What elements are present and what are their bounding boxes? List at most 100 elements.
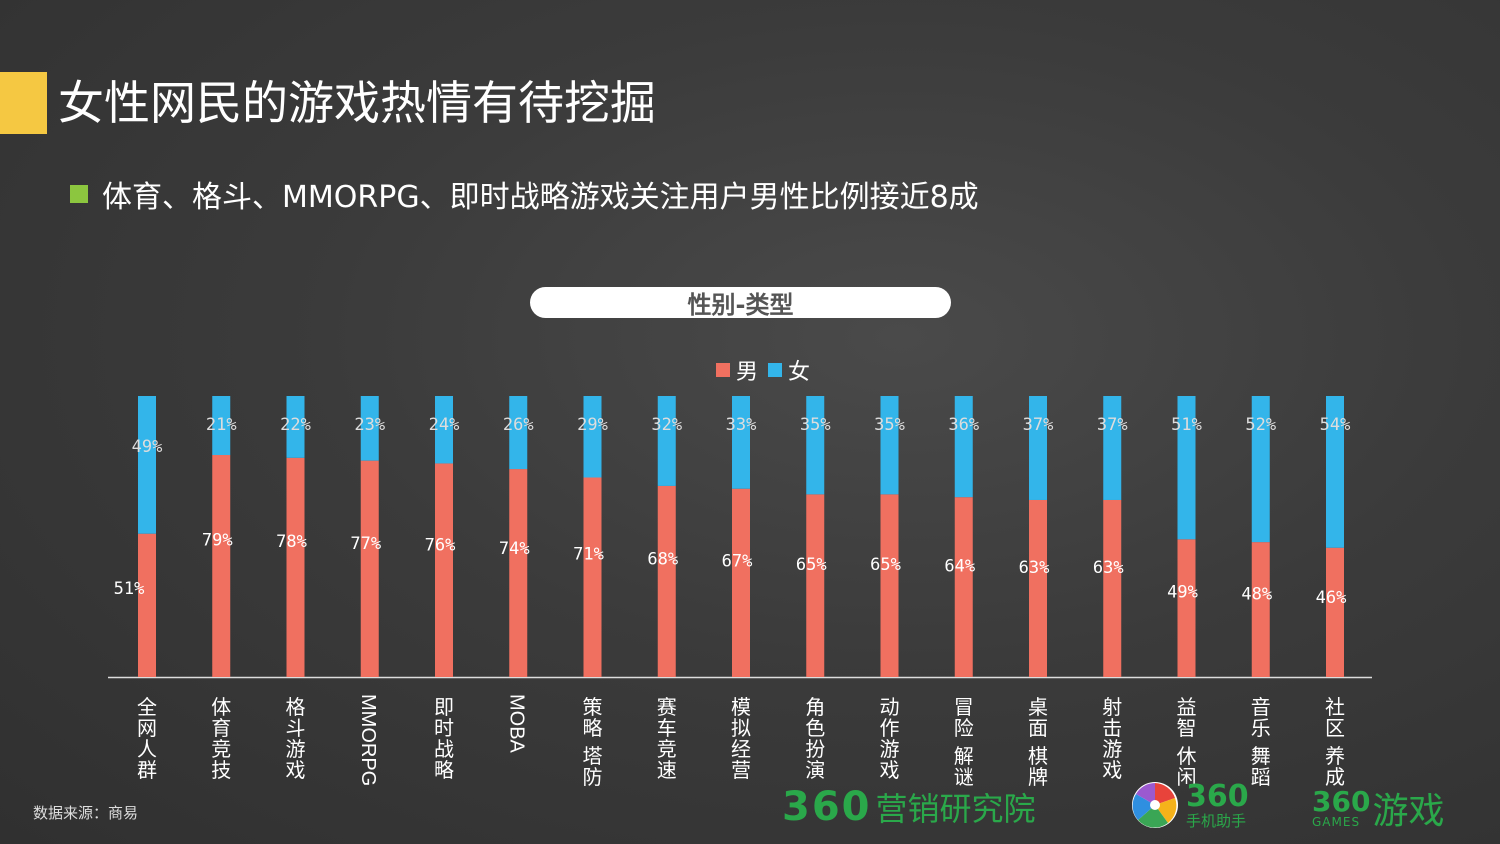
legend-swatch-male: [716, 363, 730, 377]
bar-female: [1177, 396, 1196, 540]
data-label-female: 29%: [577, 415, 608, 435]
logo-games-sub: GAMES: [1312, 815, 1361, 829]
data-label-female: 52%: [1245, 415, 1276, 435]
bullet-square-icon: [70, 185, 88, 203]
bar-male: [360, 460, 379, 677]
bar-female: [657, 396, 676, 486]
category-label: 策略塔防: [583, 695, 603, 789]
legend-swatch-female: [768, 363, 783, 377]
bar-female: [1029, 396, 1047, 500]
data-label-female: 36%: [948, 415, 979, 435]
chart-title-pill: 性别-类型: [530, 287, 951, 319]
logo-games-text: 游戏: [1372, 791, 1445, 832]
category-label: 格斗游戏: [286, 695, 306, 782]
legend-item-male: 男: [716, 354, 758, 386]
category-label: 全网人群: [137, 695, 157, 782]
data-label-female: 37%: [1097, 415, 1128, 435]
bar-female: [880, 396, 899, 495]
category-label: 益智休闲: [1177, 695, 1197, 789]
bar-female: [583, 396, 602, 478]
bar-male: [138, 533, 156, 677]
data-label-male: 51%: [114, 579, 145, 599]
data-label-female: 24%: [429, 415, 460, 435]
bar-female: [1326, 396, 1344, 548]
data-label-female: 21%: [206, 415, 237, 435]
page-title: 女性网民的游戏热情有待挖掘: [58, 76, 656, 130]
logo-assistant-digits: 360: [1186, 778, 1249, 814]
logo-games-digits: 360: [1312, 785, 1371, 818]
data-label-male: 65%: [870, 555, 901, 575]
bar-male: [1029, 499, 1047, 677]
pinwheel-logo-icon: [1132, 782, 1178, 828]
data-label-male: 48%: [1241, 584, 1272, 604]
category-label: 体育竞技: [211, 695, 231, 782]
bar-female: [732, 396, 750, 489]
data-label-female: 32%: [651, 415, 682, 435]
legend-label-male: 男: [736, 360, 759, 385]
category-label: 社区养成: [1325, 695, 1345, 789]
data-label-male: 49%: [1167, 583, 1198, 603]
bar-male: [954, 497, 973, 677]
bar-female: [286, 396, 305, 458]
bar-female: [360, 396, 379, 461]
bar-male: [657, 485, 676, 677]
bar-male: [212, 455, 231, 677]
data-label-male: 46%: [1316, 588, 1347, 608]
bar-male: [1103, 499, 1122, 677]
bar-male: [1177, 539, 1196, 677]
category-label: MMORPG: [357, 694, 379, 786]
bar-male: [583, 477, 602, 677]
data-label-male: 76%: [425, 536, 456, 556]
data-label-female: 26%: [503, 415, 534, 435]
logo-360-marketing: 360 营销研究院: [782, 784, 1036, 830]
category-label: 赛车竞速: [657, 695, 677, 782]
bullet-text: 体育、格斗、MMORPG、即时战略游戏关注用户男性比例接近8成: [102, 180, 979, 215]
bar-male: [286, 457, 305, 677]
data-label-male: 74%: [499, 539, 530, 559]
data-label-male: 63%: [1019, 558, 1050, 578]
data-source-note: 数据来源：商易: [33, 804, 139, 822]
category-label: 冒险解谜: [954, 695, 974, 789]
bar-female: [509, 396, 528, 470]
logo-360-assistant: 360 手机助手: [1130, 780, 1249, 830]
data-label-female: 54%: [1320, 415, 1351, 435]
data-label-female: 33%: [726, 415, 757, 435]
category-label: MOBA: [505, 694, 527, 754]
data-label-male: 78%: [276, 532, 307, 552]
data-label-male: 65%: [796, 555, 827, 575]
logo-marketing-digits: 360: [782, 784, 872, 830]
bar-male: [1326, 547, 1344, 677]
category-label: 音乐舞蹈: [1251, 695, 1271, 789]
data-label-female: 35%: [874, 415, 905, 435]
legend-item-female: 女: [768, 354, 810, 386]
category-label: 模拟经营: [731, 695, 751, 782]
bar-female: [1251, 396, 1270, 543]
category-label: 角色扮演: [805, 695, 825, 782]
bar-male: [880, 494, 899, 677]
logo-assistant-text: 手机助手: [1186, 811, 1247, 830]
logo-marketing-text: 营销研究院: [875, 790, 1036, 828]
data-label-male: 71%: [573, 544, 604, 564]
data-label-female: 37%: [1023, 415, 1054, 435]
data-label-female: 51%: [1171, 415, 1202, 435]
bar-female: [954, 396, 973, 498]
data-label-female: 22%: [280, 415, 311, 435]
bar-male: [509, 469, 528, 677]
legend-label-female: 女: [788, 360, 811, 385]
bar-female: [435, 396, 453, 464]
category-label: 动作游戏: [880, 695, 900, 782]
data-label-female: 23%: [354, 415, 385, 435]
bar-female: [806, 396, 825, 495]
category-label: 即时战略: [434, 695, 454, 782]
data-label-female: 49%: [132, 437, 163, 457]
data-label-male: 79%: [202, 530, 233, 550]
data-label-male: 77%: [350, 534, 381, 554]
chart-legend: 男 女: [716, 354, 820, 386]
bar-male: [435, 463, 453, 677]
bar-female: [1103, 396, 1122, 500]
data-label-female: 35%: [800, 415, 831, 435]
bar-male: [806, 494, 825, 677]
data-label-male: 64%: [944, 556, 975, 576]
chart-title: 性别-类型: [687, 291, 794, 319]
